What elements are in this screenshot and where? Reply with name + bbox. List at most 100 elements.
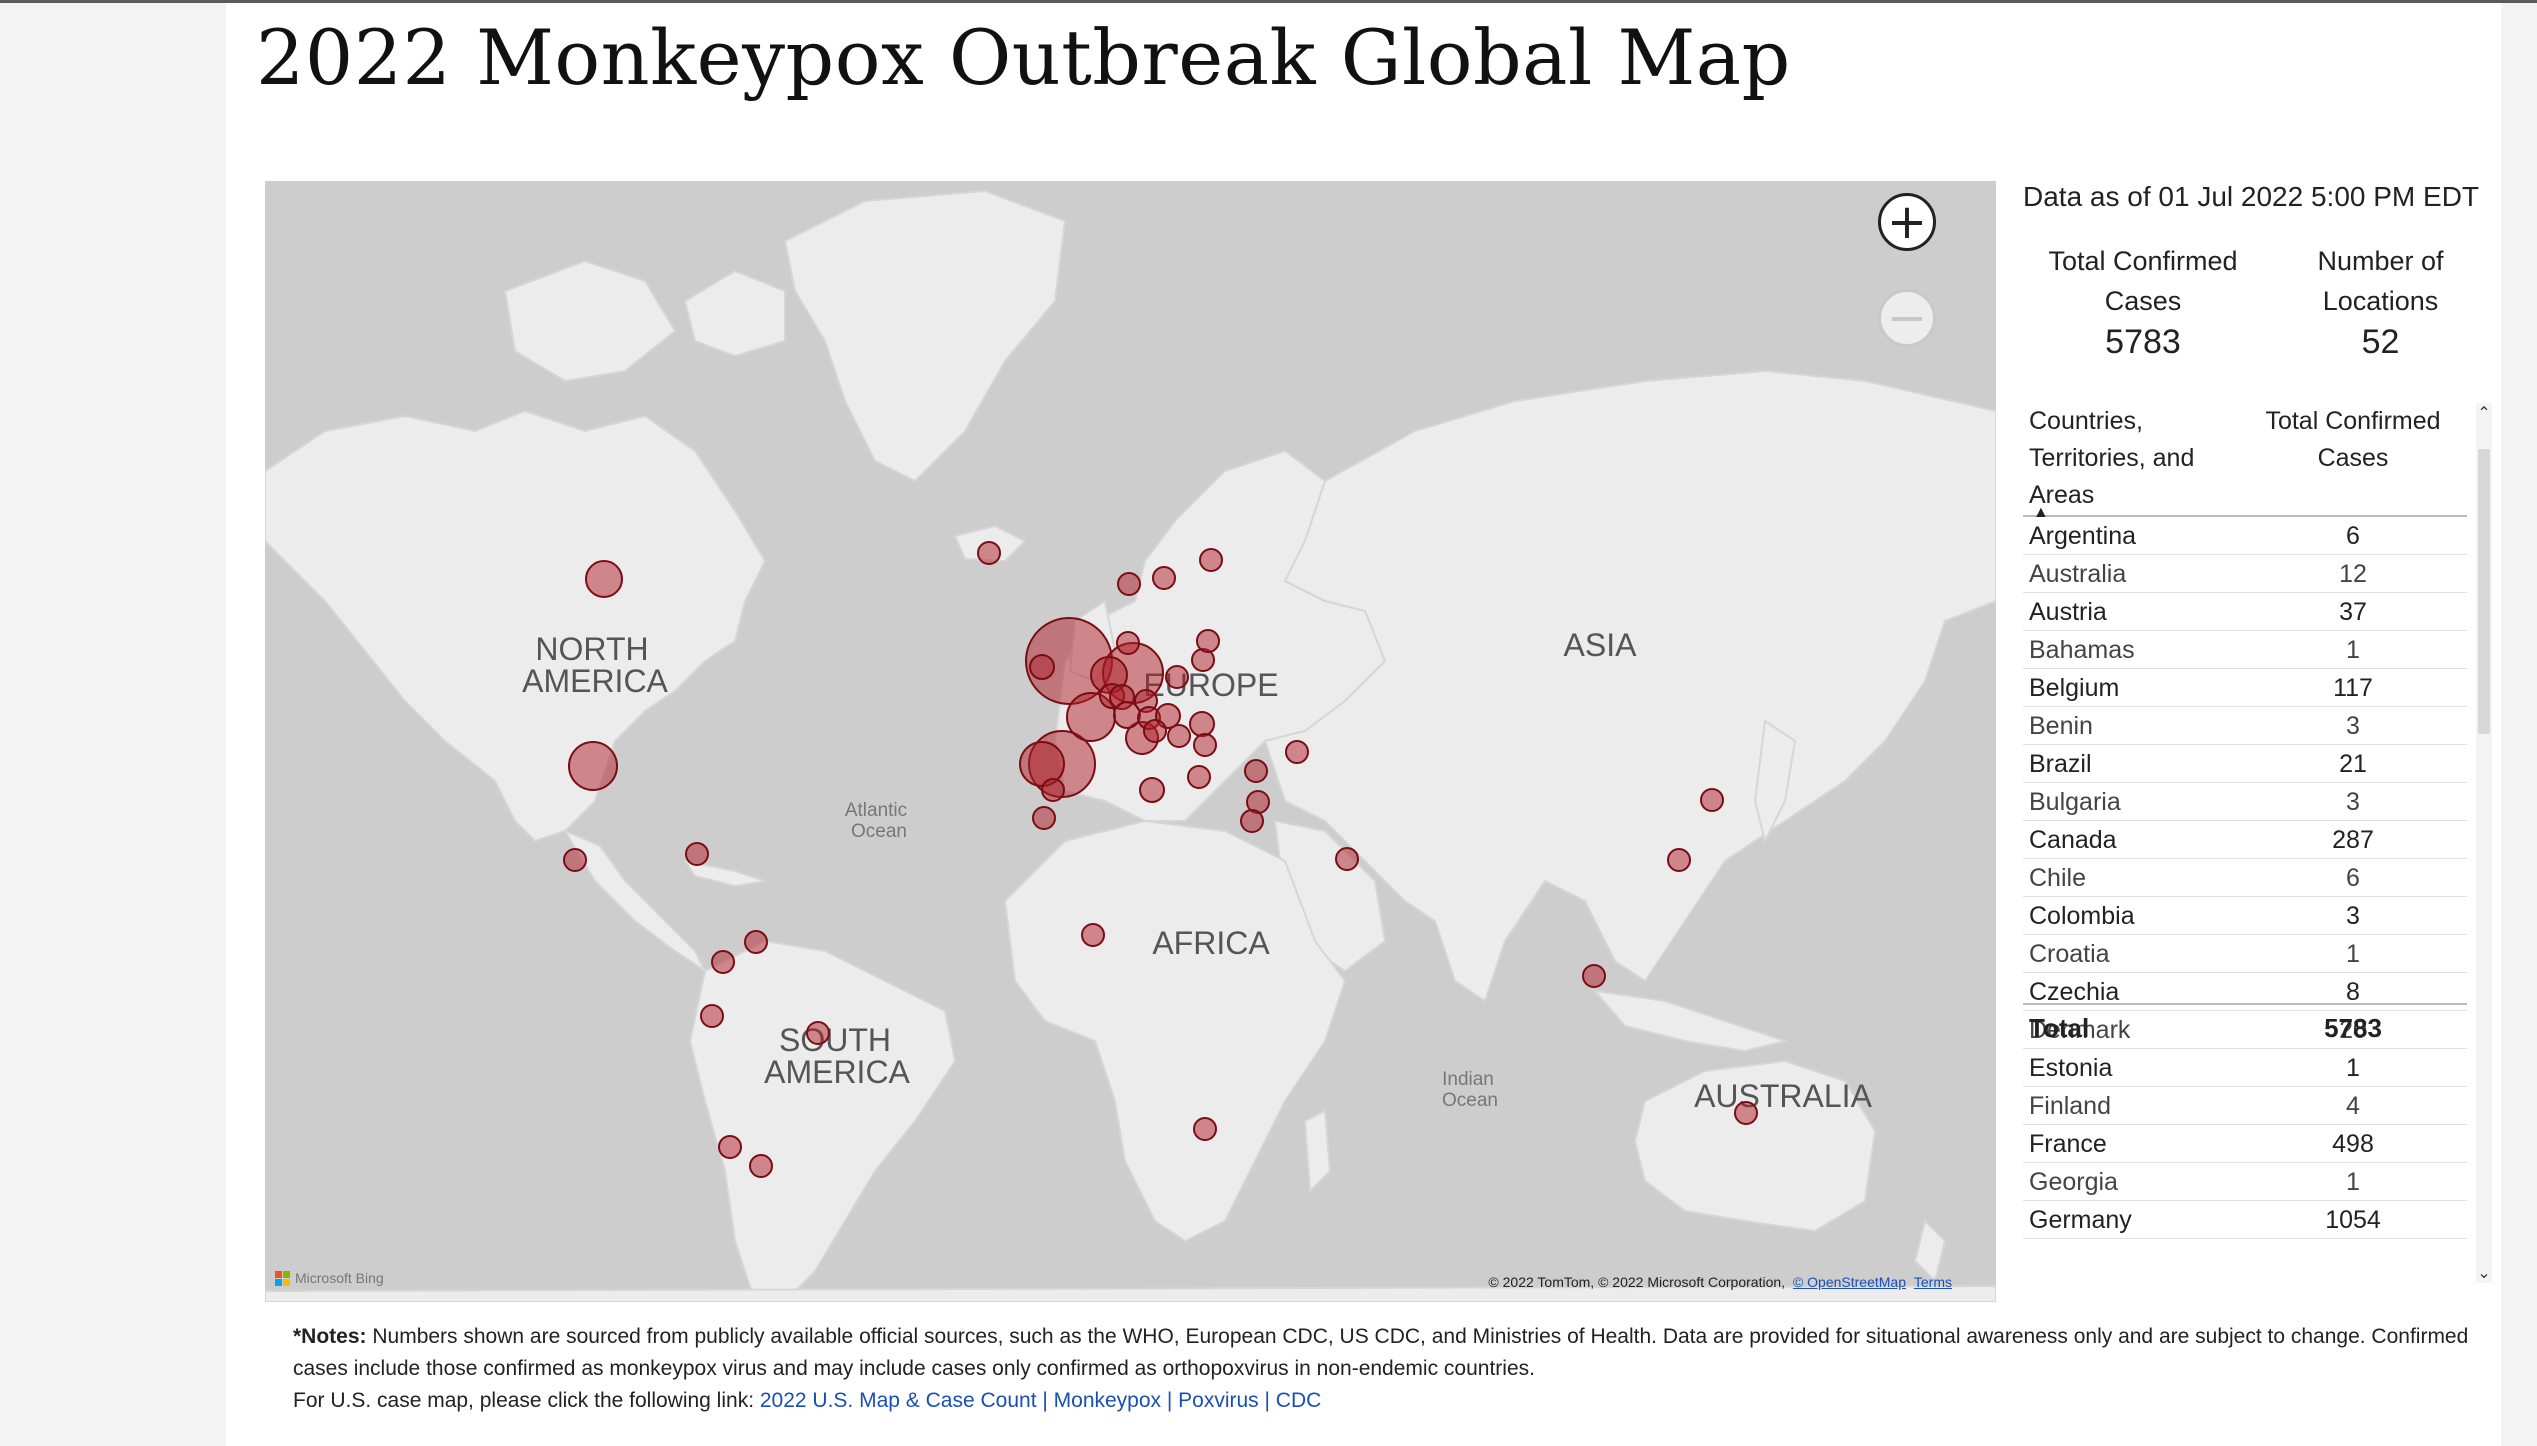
case-bubble-norway[interactable] [1117,572,1141,596]
case-bubble-south-korea[interactable] [1700,788,1724,812]
case-bubble-romania[interactable] [1189,711,1215,737]
table-row[interactable]: Canada 287 [2023,821,2467,859]
summary-panel: Data as of 01 Jul 2022 5:00 PM EDT Total… [2023,181,2493,1301]
case-bubble-argentina[interactable] [749,1154,773,1178]
case-bubble-australia[interactable] [1734,1101,1758,1125]
country-name: Belgium [2029,674,2120,702]
case-count: 1 [2346,1168,2360,1196]
kpi-total-cases-value: 5783 [2105,323,2181,361]
japan-land [1753,719,1797,844]
table-row[interactable]: Colombia 3 [2023,897,2467,935]
case-count: 1054 [2325,1206,2381,1234]
indonesia-land [1592,989,1789,1053]
case-bubble-poland[interactable] [1165,665,1189,689]
north-america-land [265,409,767,843]
country-name: France [2029,1130,2107,1158]
case-bubble-singapore[interactable] [1582,964,1606,988]
table-row[interactable]: Czechia 8 [2023,973,2467,1011]
south-america-land [688,939,957,1302]
case-bubble-georgia[interactable] [1285,740,1309,764]
table-row[interactable]: Finland 4 [2023,1087,2467,1125]
column-header-country[interactable]: Countries, Territories, and Areas [2029,403,2229,514]
case-bubble-venezuela[interactable] [744,930,768,954]
sort-ascending-icon[interactable]: ▲ [2033,504,2049,521]
case-bubble-uae[interactable] [1335,847,1359,871]
table-row[interactable]: Croatia 1 [2023,935,2467,973]
case-bubble-serbia[interactable] [1167,724,1191,748]
cdc-link[interactable]: 2022 U.S. Map & Case Count | Monkeypox |… [759,1389,1322,1412]
africa-land [1003,819,1347,1243]
label-africa: AFRICA [1152,925,1270,961]
table-row[interactable]: Georgia 1 [2023,1163,2467,1201]
case-bubble-ireland[interactable] [1029,654,1055,680]
case-bubble-taiwan[interactable] [1667,848,1691,872]
map-canvas[interactable]: NORTH AMERICA SOUTH AMERICA EUROPE ASIA … [265,181,1996,1302]
country-name: Finland [2029,1092,2111,1120]
table-scrollbar[interactable]: ⌃ ⌄ [2476,403,2492,1283]
country-name: Estonia [2029,1054,2113,1082]
case-count: 498 [2332,1130,2374,1158]
zoom-in-button[interactable]: + [1878,193,1936,251]
case-bubble-morocco-2[interactable] [1032,806,1056,830]
bing-logo: Microsoft Bing [275,1270,384,1286]
case-bubble-mexico[interactable] [563,848,587,872]
case-bubble-colombia[interactable] [711,950,735,974]
scrollbar-thumb[interactable] [2478,449,2490,734]
table-row[interactable]: Denmark 20 [2023,1011,2467,1049]
scroll-down-icon[interactable]: ⌄ [2477,1265,2491,1282]
case-bubble-peru[interactable] [700,1004,724,1028]
notes-text: Numbers shown are sourced from publicly … [293,1325,2469,1380]
case-bubble-ghana-benin[interactable] [1081,923,1105,947]
case-bubble-turkey[interactable] [1244,759,1268,783]
table-row[interactable]: Belgium 117 [2023,669,2467,707]
terms-link[interactable]: Terms [1913,1274,1952,1290]
table-row[interactable]: Brazil 21 [2023,745,2467,783]
column-header-cases[interactable]: Total Confirmed Cases [2243,403,2463,477]
table-row[interactable]: Austria 37 [2023,593,2467,631]
case-bubble-usa[interactable] [568,741,618,791]
table-row[interactable]: Chile 6 [2023,859,2467,897]
table-row[interactable]: Bahamas 1 [2023,631,2467,669]
case-bubble-italy-south[interactable] [1139,777,1165,803]
table-row[interactable]: Argentina 6 [2023,517,2467,555]
case-count: 37 [2339,598,2367,626]
case-bubble-brazil[interactable] [806,1021,830,1045]
table-row[interactable]: Germany 1054 [2023,1201,2467,1239]
zoom-out-button[interactable]: − [1878,289,1936,347]
label-south-america-2: AMERICA [764,1054,910,1090]
country-name: Georgia [2029,1168,2118,1196]
case-bubble-cuba-bahamas[interactable] [685,842,709,866]
case-bubble-norway-south[interactable] [1116,631,1140,655]
case-bubble-canada[interactable] [585,560,623,598]
world-map[interactable]: NORTH AMERICA SOUTH AMERICA EUROPE ASIA … [265,181,1996,1302]
country-name: Australia [2029,560,2127,588]
case-bubble-finland[interactable] [1199,548,1223,572]
case-bubble-chile[interactable] [718,1135,742,1159]
case-count: 12 [2339,560,2367,588]
case-bubble-sweden[interactable] [1152,566,1176,590]
notes-section: *Notes: Numbers shown are sourced from p… [293,1321,2493,1417]
table-header: Countries, Territories, and Areas ▲ Tota… [2023,403,2467,521]
osm-link[interactable]: © OpenStreetMap [1792,1274,1906,1290]
case-bubble-bulgaria[interactable] [1193,733,1217,757]
case-count: 1 [2346,636,2360,664]
table-row[interactable]: Benin 3 [2023,707,2467,745]
table-row[interactable]: Estonia 1 [2023,1049,2467,1087]
table-row[interactable]: France 498 [2023,1125,2467,1163]
case-bubble-greece[interactable] [1187,765,1211,789]
scroll-up-icon[interactable]: ⌃ [2477,405,2491,422]
case-bubble-estonia[interactable] [1196,629,1220,653]
case-bubble-slovenia[interactable] [1143,719,1167,743]
case-bubble-morocco[interactable] [1041,778,1065,802]
table-row[interactable]: Bulgaria 3 [2023,783,2467,821]
attribution-text: © 2022 TomTom, © 2022 Microsoft Corporat… [1488,1274,1786,1290]
case-bubble-israel[interactable] [1240,809,1264,833]
label-south-america-1: SOUTH [779,1022,891,1058]
caribbean-land [682,859,766,888]
table-row[interactable]: Australia 12 [2023,555,2467,593]
case-bubble-iceland[interactable] [977,541,1001,565]
notes-link-prefix: For U.S. case map, please click the foll… [293,1389,760,1412]
case-count: 6 [2346,864,2360,892]
country-name: Chile [2029,864,2086,892]
case-bubble-south-africa[interactable] [1193,1117,1217,1141]
